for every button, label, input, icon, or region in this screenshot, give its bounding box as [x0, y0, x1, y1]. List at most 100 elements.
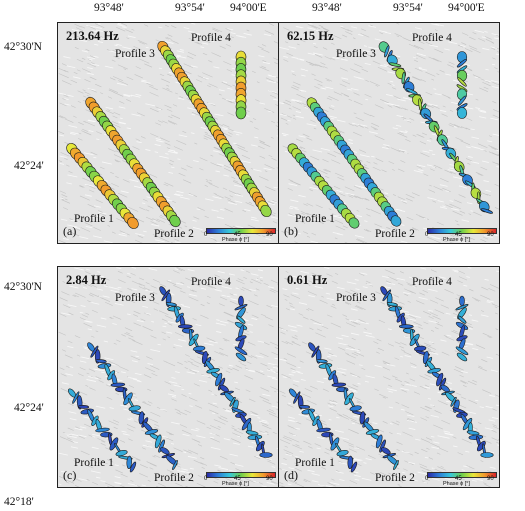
- profile-2-ellipses: [306, 97, 402, 227]
- phase-tensor-ellipse: [169, 215, 181, 227]
- profile-label-4: Profile 4: [191, 32, 231, 44]
- phase-tensor-ellipse: [359, 411, 366, 425]
- colorbar-title: Phase ϕ [°]: [222, 481, 249, 487]
- phase-tensor-ellipse: [481, 208, 493, 214]
- phase-tensor-ellipse: [154, 434, 162, 449]
- frequency-label: 0.61 Hz: [287, 273, 328, 287]
- phase-colorbar: 0 45 90 Phase ϕ [°]: [423, 228, 499, 243]
- profile-label-3: Profile 3: [115, 48, 155, 60]
- phase-tensor-ellipse: [235, 106, 247, 120]
- colorbar-gradient: [427, 472, 497, 478]
- profile-label-2: Profile 2: [375, 228, 415, 240]
- colorbar-gradient: [427, 228, 497, 234]
- panel-tag: (c): [63, 468, 77, 482]
- profile-4-ellipses: [235, 50, 247, 120]
- profile-2-ellipses: [308, 342, 399, 471]
- phase-tensor-ellipse: [129, 461, 137, 473]
- panel-c: 2.84 Hz (c) Profile 1 Profile 2 Profile 3 P…: [57, 266, 279, 488]
- panel-tag: (a): [63, 224, 77, 238]
- phase-tensor-ellipse: [457, 77, 467, 87]
- phase-tensor-ellipse: [234, 304, 248, 311]
- phase-tensor-ellipse: [160, 447, 170, 455]
- colorbar-tick: 0: [204, 476, 208, 482]
- colorbar-tick: 45: [455, 476, 462, 482]
- colorbar-tick: 45: [234, 232, 241, 238]
- colorbar-tick: 45: [455, 232, 462, 238]
- phase-tensor-ellipse: [401, 71, 406, 85]
- phase-tensor-ellipse: [245, 430, 259, 436]
- profile-label-2: Profile 2: [375, 472, 415, 484]
- phase-tensor-ellipse: [350, 461, 358, 473]
- profile-label-4: Profile 4: [191, 276, 231, 288]
- phase-tensor-ellipse: [390, 215, 402, 227]
- phase-tensor-ellipse: [77, 404, 90, 409]
- phase-tensor-ellipse: [398, 324, 414, 329]
- profile-label-1: Profile 1: [74, 213, 114, 225]
- phase-tensor-ellipse: [316, 359, 328, 364]
- colorbar-title: Phase ϕ [°]: [443, 481, 470, 487]
- phase-tensor-ellipse: [238, 295, 244, 307]
- profile-label-3: Profile 3: [336, 292, 376, 304]
- phase-tensor-ellipse: [234, 346, 248, 356]
- colorbar-title: Phase ϕ [°]: [222, 237, 249, 243]
- colorbar-tick: 0: [425, 476, 429, 482]
- phase-tensor-ellipse: [172, 459, 178, 471]
- profile-4-ellipses: [456, 51, 468, 119]
- phase-tensor-ellipse: [457, 315, 467, 324]
- lat-label-top-24: 42°24': [14, 160, 44, 172]
- colorbar-tick: 45: [234, 476, 241, 482]
- panel-d: 0.61 Hz (d) Profile 1 Profile 2 Profile 3 P…: [278, 266, 500, 488]
- phase-tensor-ellipse: [381, 447, 391, 455]
- phase-tensor-ellipse: [480, 452, 494, 458]
- profile-4-ellipses: [234, 295, 248, 362]
- phase-tensor-ellipse: [215, 372, 223, 387]
- phase-tensor-ellipse: [95, 359, 107, 364]
- profile-4-ellipses: [455, 295, 469, 362]
- frequency-label: 213.64 Hz: [66, 29, 119, 43]
- phase-tensor-ellipse: [128, 405, 141, 412]
- profile-label-4: Profile 4: [412, 32, 452, 44]
- lon-label-4: 93°48': [312, 2, 342, 14]
- phase-tensor-ellipse: [375, 434, 383, 449]
- phase-tensor-ellipse: [386, 302, 398, 307]
- colorbar-title: Phase ϕ [°]: [443, 237, 470, 243]
- profile-label-4: Profile 4: [412, 276, 452, 288]
- phase-tensor-ellipse: [331, 382, 347, 387]
- lat-label-bot-24: 42°24': [14, 402, 44, 414]
- colorbar-tick: 0: [204, 232, 208, 238]
- phase-colorbar: 0 45 90 Phase ϕ [°]: [423, 472, 499, 487]
- colorbar-gradient: [206, 228, 276, 234]
- phase-colorbar: 0 45 90 Phase ϕ [°]: [202, 228, 278, 243]
- profile-3-ellipses: [159, 286, 273, 458]
- profile-1-ellipses: [67, 388, 137, 473]
- phase-colorbar: 0 45 90 Phase ϕ [°]: [202, 472, 278, 487]
- colorbar-tick: 90: [487, 476, 494, 482]
- phase-tensor-ellipse: [348, 217, 360, 229]
- phase-tensor-ellipse: [72, 391, 80, 404]
- profile-2-ellipses: [87, 342, 178, 471]
- panel-tag: (b): [284, 224, 298, 238]
- map-canvas: [279, 267, 499, 487]
- phase-tensor-ellipse: [456, 352, 468, 362]
- profile-1-ellipses: [288, 388, 358, 473]
- phase-tensor-ellipse: [236, 315, 246, 324]
- profile-3-ellipses: [380, 286, 494, 458]
- phase-tensor-ellipse: [456, 58, 468, 68]
- phase-tensor-ellipse: [259, 452, 273, 458]
- phase-tensor-ellipse: [110, 382, 126, 387]
- map-canvas: [279, 23, 499, 243]
- phase-tensor-ellipse: [455, 346, 469, 356]
- profile-3-ellipses: [378, 41, 493, 214]
- panel-a: 213.64 Hz (a) Profile 1 Profile 2 Profile …: [57, 22, 279, 244]
- phase-tensor-ellipse: [165, 455, 178, 466]
- lon-label-1: 93°48': [94, 2, 124, 14]
- phase-tensor-ellipse: [293, 391, 301, 404]
- phase-tensor-ellipse: [126, 455, 132, 469]
- phase-tensor-ellipse: [260, 204, 272, 218]
- phase-tensor-ellipse: [468, 434, 484, 440]
- colorbar-tick: 0: [425, 232, 429, 238]
- lon-label-3: 94°00'E: [230, 2, 267, 14]
- map-canvas: [58, 267, 278, 487]
- profile-label-2: Profile 2: [154, 228, 194, 240]
- phase-tensor-ellipse: [235, 352, 247, 362]
